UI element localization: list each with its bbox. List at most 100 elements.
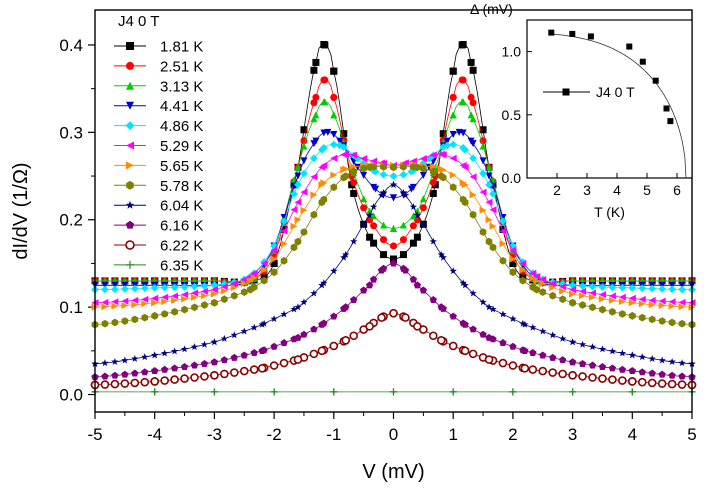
data-point: [509, 315, 517, 323]
data-point: [330, 154, 338, 162]
data-point: [321, 98, 329, 106]
data-point: [628, 351, 636, 359]
data-point: [280, 217, 288, 226]
data-point: [310, 154, 318, 163]
data-point: [290, 189, 298, 198]
data-point: [377, 191, 386, 199]
data-point: [312, 58, 320, 66]
data-point: [101, 372, 109, 380]
data-point: [310, 66, 318, 74]
data-point: [579, 301, 586, 309]
data-point: [330, 267, 338, 275]
main-chart: -5 -4 -3 -2 -1 0 1 2 3 4 5 0.0 0.1 0.2 0.3 0.4 V (mV) dI/…: [10, 9, 697, 483]
data-point: [509, 342, 517, 350]
data-point: [151, 312, 159, 320]
data-point: [558, 334, 567, 342]
data-point: [210, 370, 219, 380]
data-point: [628, 294, 636, 302]
series-5-78-K: [91, 162, 696, 329]
data-point: [449, 388, 457, 396]
inset-data-point: [667, 118, 674, 125]
data-point: [130, 284, 139, 293]
data-point: [428, 331, 438, 341]
data-point: [608, 364, 617, 372]
legend-title: J4 0 T: [118, 13, 159, 30]
data-point: [549, 280, 557, 288]
data-point: [399, 188, 408, 196]
data-point: [279, 358, 289, 368]
data-point: [448, 341, 458, 351]
data-point: [294, 172, 302, 180]
legend-marker: [126, 101, 134, 110]
data-point: [366, 207, 374, 215]
data-point: [638, 368, 646, 376]
data-point: [300, 137, 308, 145]
legend-item: 3.13 K: [114, 78, 203, 95]
data-point: [499, 240, 507, 248]
data-point: [181, 305, 188, 314]
data-point: [409, 239, 417, 247]
data-point: [359, 286, 368, 294]
data-point: [290, 206, 298, 214]
data-point: [380, 236, 388, 244]
legend-label: 1.81 K: [160, 39, 203, 56]
data-point: [399, 221, 407, 229]
data-point: [401, 191, 410, 199]
data-point: [569, 290, 577, 298]
data-point: [141, 368, 149, 376]
data-point: [419, 171, 427, 179]
legend-label: 2.51 K: [160, 58, 203, 75]
data-point: [342, 172, 350, 180]
data-point: [180, 345, 189, 353]
data-point: [324, 128, 332, 136]
data-point: [668, 285, 676, 294]
data-point: [461, 163, 469, 171]
data-point: [479, 142, 487, 150]
data-point: [141, 300, 149, 308]
data-point: [558, 356, 567, 364]
data-point: [469, 289, 477, 297]
data-point: [619, 310, 626, 318]
data-point: [131, 315, 139, 324]
data-point: [399, 236, 407, 244]
data-point: [400, 163, 407, 171]
data-point: [350, 167, 358, 176]
data-point: [270, 259, 278, 267]
data-point: [390, 163, 397, 172]
data-point: [330, 183, 338, 192]
data-point: [280, 310, 288, 318]
data-point: [533, 277, 541, 285]
data-point: [269, 361, 279, 370]
data-point: [449, 171, 457, 179]
data-point: [350, 163, 358, 171]
data-point: [329, 341, 339, 351]
data-point: [131, 369, 139, 377]
data-point: [379, 170, 388, 179]
data-point: [539, 327, 547, 335]
data-point: [294, 303, 302, 311]
data-point: [101, 298, 109, 306]
inset-y-tick-label: 1.0: [502, 44, 522, 60]
data-point: [359, 159, 368, 168]
inset-x-tick-label: 6: [673, 182, 681, 198]
data-point: [141, 313, 149, 322]
data-point: [240, 288, 248, 296]
x-tick-label: 1: [448, 425, 457, 444]
data-point: [130, 378, 140, 388]
data-point: [419, 159, 428, 168]
data-point: [439, 130, 447, 138]
data-point: [588, 282, 597, 291]
data-point: [618, 283, 627, 292]
data-point: [350, 296, 358, 304]
series-6-04-K: [91, 180, 696, 368]
data-point: [294, 163, 302, 171]
data-point: [330, 93, 338, 101]
data-point: [588, 361, 597, 369]
data-point: [200, 359, 209, 367]
legend-item: 2.51 K: [114, 58, 203, 75]
data-point: [658, 285, 666, 293]
data-point: [309, 349, 319, 359]
legend-marker: [126, 180, 134, 190]
data-point: [111, 371, 119, 379]
data-point: [181, 291, 189, 299]
